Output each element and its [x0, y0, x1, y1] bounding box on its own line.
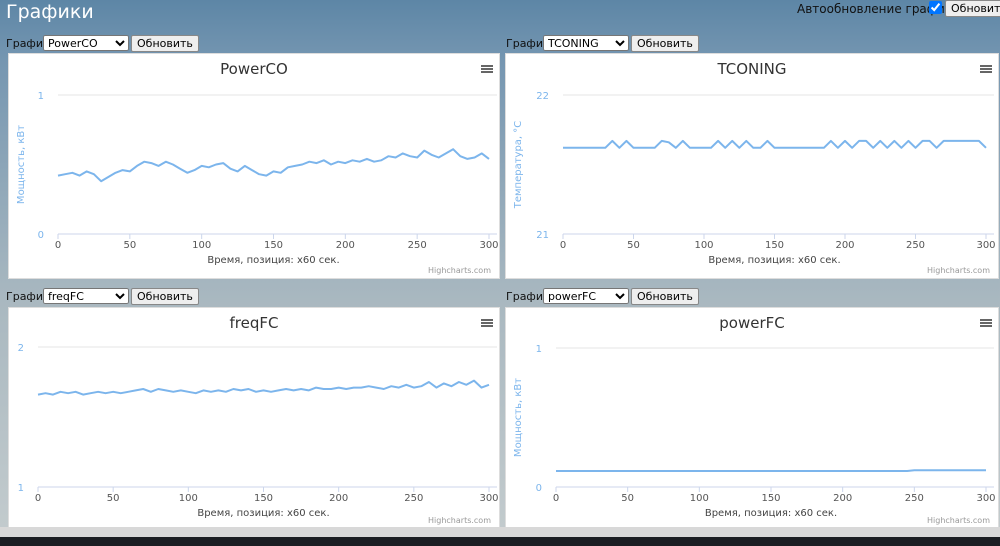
- y-axis-title: Мощность, кВт: [513, 378, 524, 457]
- x-axis-title: Время, позиция: x60 сек.: [197, 508, 329, 519]
- x-tick-label: 0: [560, 240, 566, 251]
- chart-title: freqFC: [230, 314, 279, 332]
- menu-button[interactable]: [481, 319, 493, 327]
- menu-icon-line: [980, 71, 992, 73]
- x-tick-label: 300: [976, 493, 995, 504]
- refresh-button[interactable]: Обновить: [631, 35, 699, 52]
- x-axis-title: Время, позиция: x60 сек.: [708, 255, 840, 266]
- refresh-all-button[interactable]: Обновить: [945, 0, 1000, 17]
- credits: Highcharts.com: [927, 266, 990, 275]
- scrollbar[interactable]: [0, 527, 1000, 537]
- x-tick-label: 100: [690, 493, 709, 504]
- y-tick-label: 2: [18, 343, 24, 354]
- x-tick-label: 200: [835, 240, 854, 251]
- x-tick-label: 300: [479, 240, 498, 251]
- x-tick-label: 150: [264, 240, 283, 251]
- x-tick-label: 200: [833, 493, 852, 504]
- menu-button[interactable]: [481, 65, 493, 73]
- graph-select[interactable]: PowerCO: [43, 35, 129, 51]
- credits: Highcharts.com: [927, 516, 990, 525]
- menu-button[interactable]: [980, 319, 992, 327]
- y-tick-label: 21: [536, 230, 549, 241]
- x-axis-title: Время, позиция: x60 сек.: [705, 508, 837, 519]
- credits: Highcharts.com: [428, 266, 491, 275]
- x-tick-label: 250: [408, 240, 427, 251]
- menu-icon-line: [980, 322, 992, 324]
- taskbar: [0, 537, 1000, 546]
- x-tick-label: 300: [976, 240, 995, 251]
- graph-label: График:: [6, 290, 54, 303]
- x-tick-label: 300: [479, 493, 498, 504]
- x-tick-label: 100: [694, 240, 713, 251]
- refresh-button[interactable]: Обновить: [631, 288, 699, 305]
- menu-icon-line: [980, 319, 992, 321]
- graph-select[interactable]: freqFC: [43, 288, 129, 304]
- chart: TCONING 21 22 0 50 100 150 200 250 300 Время, пози…: [513, 60, 996, 275]
- x-tick-label: 250: [906, 240, 925, 251]
- data-line: [57, 148, 490, 183]
- menu-icon-line: [980, 68, 992, 70]
- graph-label: График:: [506, 290, 554, 303]
- autoupdate-label: Автообновление графиков:: [797, 2, 971, 16]
- y-tick-label: 1: [536, 344, 542, 355]
- data-line: [556, 469, 986, 472]
- refresh-button[interactable]: Обновить: [131, 288, 199, 305]
- page-title: Графики: [6, 1, 94, 23]
- x-tick-label: 200: [336, 240, 355, 251]
- refresh-button[interactable]: Обновить: [131, 35, 199, 52]
- graph-label: График:: [6, 37, 54, 50]
- menu-icon-line: [481, 322, 493, 324]
- graph-label: График:: [506, 37, 554, 50]
- y-tick-label: 1: [38, 91, 44, 102]
- x-tick-label: 150: [761, 493, 780, 504]
- chart-container: freqFC 1 2 0 50 100 150 200 250 300 Время, позиция…: [8, 307, 500, 529]
- data-line: [563, 139, 987, 149]
- x-axis-title: Время, позиция: x60 сек.: [207, 255, 339, 266]
- x-tick-label: 100: [179, 493, 198, 504]
- x-tick-label: 250: [404, 493, 423, 504]
- x-tick-label: 0: [35, 493, 41, 504]
- x-tick-label: 50: [123, 240, 136, 251]
- chart-title: PowerCO: [220, 60, 288, 78]
- y-axis-title: Температура, °C: [513, 121, 524, 210]
- y-tick-label: 0: [536, 483, 542, 494]
- chart: PowerCO 0 1 0 50 100 150 200 250 300 Время, позици…: [16, 60, 499, 275]
- menu-icon-line: [481, 325, 493, 327]
- menu-icon-line: [481, 65, 493, 67]
- menu-icon-line: [980, 325, 992, 327]
- chart-title: TCONING: [716, 60, 786, 78]
- graph-select[interactable]: powerFC: [543, 288, 629, 304]
- x-tick-label: 150: [254, 493, 273, 504]
- x-tick-label: 200: [329, 493, 348, 504]
- chart: powerFC 0 1 0 50 100 150 200 250 300 Время, позици…: [513, 314, 996, 525]
- menu-button[interactable]: [980, 65, 992, 73]
- y-axis-title: Мощность, кВт: [16, 125, 27, 204]
- credits: Highcharts.com: [428, 516, 491, 525]
- y-tick-label: 1: [18, 483, 24, 494]
- menu-icon-line: [481, 68, 493, 70]
- x-tick-label: 0: [553, 493, 559, 504]
- x-tick-label: 250: [905, 493, 924, 504]
- chart-container: PowerCO 0 1 0 50 100 150 200 250 300 Время, позици…: [8, 53, 500, 279]
- chart: freqFC 1 2 0 50 100 150 200 250 300 Время, позиция…: [18, 314, 499, 525]
- chart-container: TCONING 21 22 0 50 100 150 200 250 300 Время, пози…: [505, 53, 999, 279]
- x-tick-label: 50: [627, 240, 640, 251]
- graph-select[interactable]: TCONING: [543, 35, 629, 51]
- x-tick-label: 100: [192, 240, 211, 251]
- y-tick-label: 22: [536, 91, 549, 102]
- x-tick-label: 50: [621, 493, 634, 504]
- chart-title: powerFC: [719, 314, 784, 332]
- x-tick-label: 150: [765, 240, 784, 251]
- x-tick-label: 50: [107, 493, 120, 504]
- autoupdate-checkbox[interactable]: [929, 1, 942, 14]
- y-tick-label: 0: [38, 230, 44, 241]
- menu-icon-line: [481, 71, 493, 73]
- x-tick-label: 0: [55, 240, 61, 251]
- menu-icon-line: [980, 65, 992, 67]
- menu-icon-line: [481, 319, 493, 321]
- chart-container: powerFC 0 1 0 50 100 150 200 250 300 Время, позици…: [505, 307, 999, 529]
- data-line: [37, 379, 490, 396]
